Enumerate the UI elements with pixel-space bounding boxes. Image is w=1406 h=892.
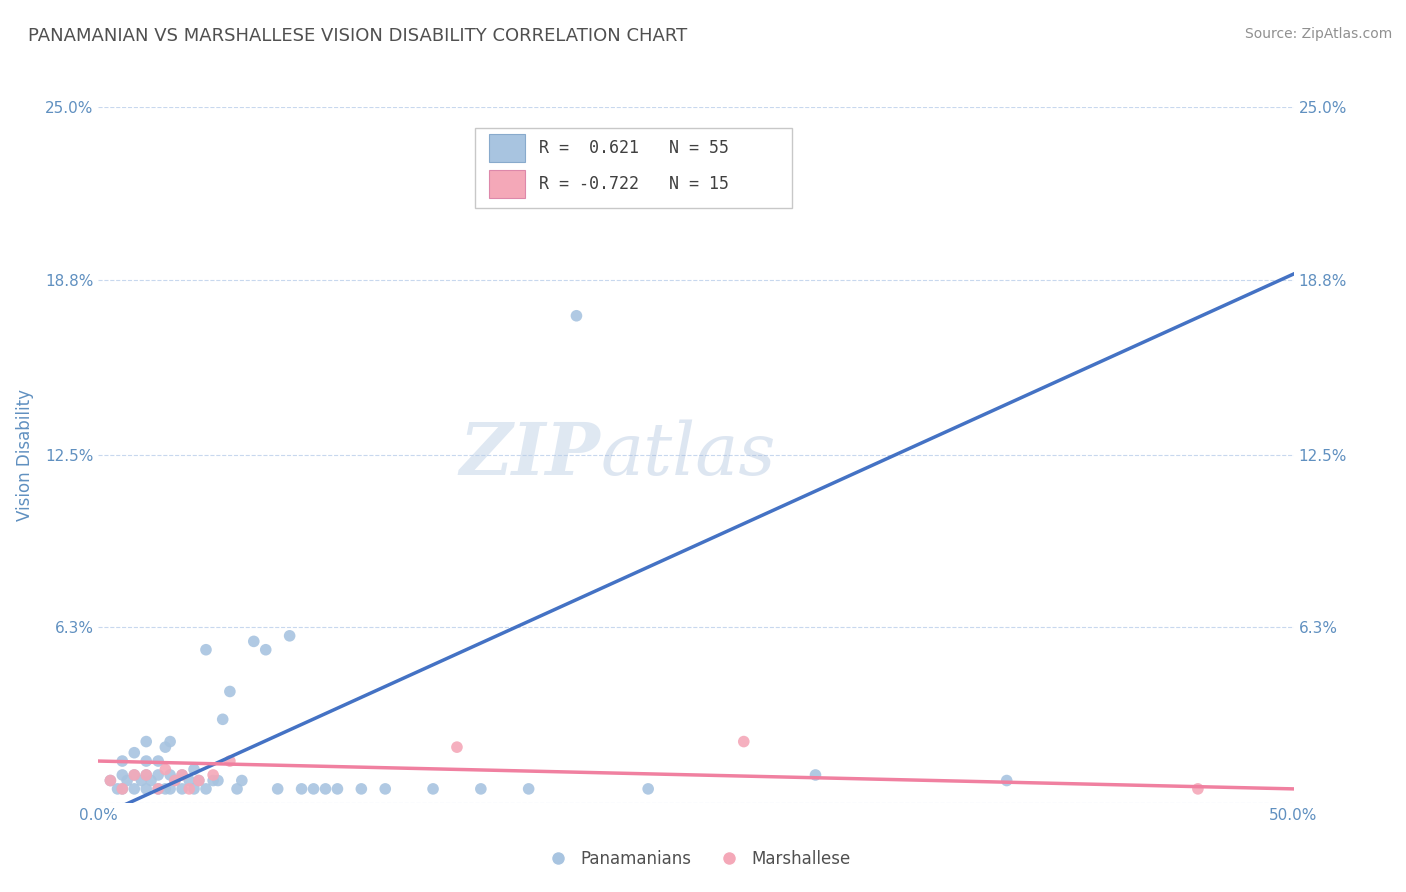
Text: ZIP: ZIP — [460, 419, 600, 491]
Point — [135, 781, 157, 796]
Point — [172, 768, 194, 782]
Point — [194, 642, 218, 657]
Point — [135, 768, 157, 782]
Point — [565, 309, 588, 323]
Point — [111, 754, 134, 768]
Point — [155, 763, 177, 777]
Point — [163, 773, 186, 788]
Text: PANAMANIAN VS MARSHALLESE VISION DISABILITY CORRELATION CHART: PANAMANIAN VS MARSHALLESE VISION DISABIL… — [28, 27, 688, 45]
FancyBboxPatch shape — [475, 128, 792, 208]
Text: R = -0.722   N = 15: R = -0.722 N = 15 — [540, 176, 730, 194]
Point — [183, 781, 205, 796]
Point — [302, 781, 325, 796]
Point — [226, 781, 249, 796]
Point — [131, 773, 153, 788]
Point — [135, 734, 157, 748]
Point — [804, 768, 827, 782]
Point — [207, 773, 229, 788]
Point — [159, 768, 181, 782]
Point — [179, 781, 201, 796]
Text: Source: ZipAtlas.com: Source: ZipAtlas.com — [1244, 27, 1392, 41]
Point — [172, 768, 194, 782]
Point — [374, 781, 396, 796]
Point — [98, 773, 122, 788]
Point — [159, 781, 181, 796]
Point — [155, 740, 177, 755]
Text: atlas: atlas — [600, 419, 776, 491]
Point — [637, 781, 659, 796]
Point — [350, 781, 373, 796]
Point — [179, 773, 201, 788]
Point — [254, 642, 277, 657]
Point — [98, 773, 122, 788]
Point — [470, 781, 492, 796]
Point — [148, 781, 170, 796]
Point — [1187, 781, 1209, 796]
Point — [291, 781, 314, 796]
Point — [187, 773, 209, 788]
Point — [172, 781, 194, 796]
Point — [202, 768, 225, 782]
Point — [111, 768, 134, 782]
Point — [194, 781, 218, 796]
Point — [267, 781, 290, 796]
Point — [107, 781, 129, 796]
Point — [187, 773, 209, 788]
Point — [135, 768, 157, 782]
Point — [517, 781, 540, 796]
Point — [278, 629, 301, 643]
Point — [124, 768, 146, 782]
Point — [733, 734, 755, 748]
Point — [111, 781, 134, 796]
Point — [124, 781, 146, 796]
Point — [124, 768, 146, 782]
Point — [135, 754, 157, 768]
Y-axis label: Vision Disability: Vision Disability — [15, 389, 34, 521]
Bar — [489, 170, 524, 198]
Point — [148, 781, 170, 796]
Point — [124, 746, 146, 760]
Point — [326, 781, 349, 796]
Point — [183, 763, 205, 777]
Point — [243, 634, 266, 648]
Point — [219, 754, 242, 768]
Point — [163, 773, 186, 788]
Point — [315, 781, 337, 796]
Point — [219, 684, 242, 698]
Text: R =  0.621   N = 55: R = 0.621 N = 55 — [540, 138, 730, 157]
Point — [446, 740, 468, 755]
Legend: Panamanians, Marshallese: Panamanians, Marshallese — [534, 843, 858, 874]
Bar — [489, 134, 524, 161]
Point — [148, 768, 170, 782]
Point — [155, 781, 177, 796]
Point — [211, 712, 233, 726]
Point — [115, 773, 138, 788]
Point — [231, 773, 253, 788]
Point — [995, 773, 1018, 788]
Point — [422, 781, 444, 796]
Point — [159, 734, 181, 748]
Point — [202, 773, 225, 788]
Point — [111, 781, 134, 796]
Point — [148, 754, 170, 768]
Point — [139, 773, 162, 788]
